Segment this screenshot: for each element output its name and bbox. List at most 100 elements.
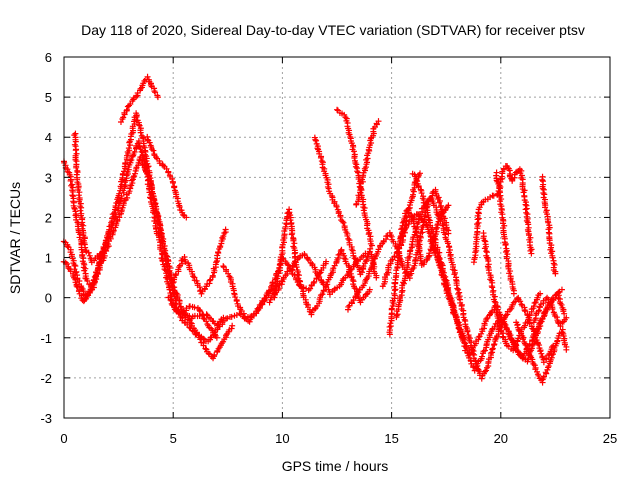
- y-axis-label: SDTVAR / TECUs: [7, 182, 23, 294]
- y-tick-label: 3: [45, 170, 52, 185]
- data-point: [129, 153, 136, 160]
- data-point: [425, 216, 432, 223]
- data-point: [520, 352, 527, 359]
- data-point: [445, 202, 452, 209]
- data-point: [171, 184, 178, 191]
- data-point: [402, 221, 409, 228]
- data-point: [508, 336, 515, 343]
- data-point: [443, 290, 450, 297]
- data-point: [416, 248, 423, 255]
- data-point: [154, 94, 161, 101]
- data-point: [287, 217, 294, 224]
- data-point: [84, 277, 91, 284]
- data-point: [490, 192, 497, 199]
- data-point: [133, 93, 140, 100]
- data-point: [462, 343, 469, 350]
- data-point: [545, 363, 552, 370]
- data-point: [368, 242, 375, 249]
- data-point: [330, 265, 337, 272]
- data-point: [215, 249, 222, 256]
- data-point: [464, 328, 471, 335]
- data-point: [540, 359, 547, 366]
- data-point: [515, 335, 522, 342]
- data-point: [130, 173, 137, 180]
- data-point: [200, 342, 207, 349]
- data-point: [135, 142, 142, 149]
- data-point: [69, 181, 76, 188]
- data-point: [73, 282, 80, 289]
- data-point: [352, 294, 359, 301]
- series-t23: [513, 319, 570, 386]
- data-point: [358, 269, 365, 276]
- series-t16: [393, 194, 557, 382]
- data-point: [563, 314, 570, 321]
- y-tick-label: 4: [45, 130, 52, 145]
- data-point: [266, 299, 273, 306]
- data-point: [523, 209, 530, 216]
- data-point: [461, 339, 468, 346]
- data-point: [558, 286, 565, 293]
- data-point: [540, 310, 547, 317]
- data-point: [543, 355, 550, 362]
- data-point: [344, 232, 351, 239]
- series-t5: [117, 73, 161, 125]
- data-point: [144, 73, 151, 80]
- data-point: [434, 256, 441, 263]
- data-point: [73, 164, 80, 171]
- data-point: [169, 175, 176, 182]
- data-point: [213, 334, 220, 341]
- y-tick-label: 1: [45, 251, 52, 266]
- data-point: [202, 345, 209, 352]
- data-point: [535, 307, 542, 314]
- data-point: [394, 248, 401, 255]
- data-point: [549, 305, 556, 312]
- data-point: [340, 219, 347, 226]
- data-point: [521, 307, 528, 314]
- data-point: [220, 233, 227, 240]
- data-point: [495, 180, 502, 187]
- data-point: [518, 301, 525, 308]
- data-point: [293, 264, 300, 271]
- data-point: [483, 367, 490, 374]
- series-t19: [427, 238, 467, 341]
- data-point: [523, 345, 530, 352]
- data-point: [128, 157, 135, 164]
- data-point: [74, 284, 81, 291]
- data-point: [424, 209, 431, 216]
- data-point: [323, 258, 330, 265]
- data-point: [313, 137, 320, 144]
- data-point: [221, 230, 228, 237]
- data-point: [82, 295, 89, 302]
- data-point: [120, 114, 127, 121]
- data-point: [435, 212, 442, 219]
- data-point: [421, 213, 428, 220]
- data-point: [473, 363, 480, 370]
- data-point: [288, 231, 295, 238]
- data-point: [156, 160, 163, 167]
- data-point: [366, 286, 373, 293]
- data-point: [147, 194, 154, 201]
- data-point: [118, 193, 125, 200]
- axis-ticks: 0 5 10 15 20 25 -3 -2 -1 0 1 2 3 4 5 6: [40, 50, 617, 446]
- series-t24: [539, 173, 559, 277]
- data-point: [491, 341, 498, 348]
- data-point: [144, 136, 151, 143]
- data-point: [557, 300, 564, 307]
- data-point: [125, 145, 132, 152]
- data-point: [341, 255, 348, 262]
- data-point: [394, 311, 401, 318]
- data-point: [117, 198, 124, 205]
- data-point: [481, 237, 488, 244]
- data-point: [507, 335, 514, 342]
- data-point: [418, 190, 425, 197]
- data-point: [482, 347, 489, 354]
- data-point: [493, 177, 500, 184]
- data-point: [229, 322, 236, 329]
- data-point: [522, 342, 529, 349]
- data-point: [170, 179, 177, 186]
- data-point: [266, 287, 273, 294]
- data-point: [471, 367, 478, 374]
- data-point: [402, 270, 409, 277]
- data-point: [85, 249, 92, 256]
